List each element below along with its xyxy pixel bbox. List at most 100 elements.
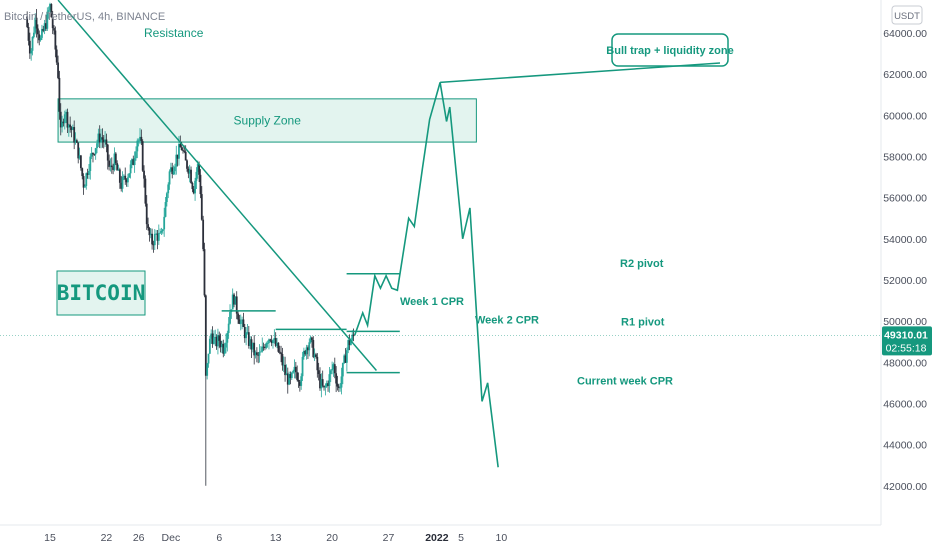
candle-body (222, 343, 225, 354)
candle-body (190, 169, 192, 183)
candle-body (89, 156, 92, 172)
candle-body (182, 150, 184, 151)
candle-body (178, 144, 180, 159)
candle-body (74, 140, 77, 143)
candle-body (104, 139, 106, 142)
y-tick-label: 62000.00 (883, 69, 927, 81)
candle-body (26, 16, 29, 27)
candle-body (122, 175, 125, 177)
candle-body (35, 17, 38, 29)
candle-body (289, 374, 292, 379)
supply-zone-label: Supply Zone (234, 113, 302, 127)
candle-body (348, 340, 351, 346)
candle-body (174, 166, 176, 172)
candle-body (218, 335, 221, 341)
candle-body (100, 137, 102, 142)
candle-body (341, 362, 344, 377)
supply-zone-box[interactable] (57, 98, 477, 143)
x-tick-label: 27 (383, 532, 395, 544)
candle-body (296, 372, 299, 381)
candle-body (319, 374, 321, 389)
candle-body (343, 355, 346, 363)
candle-body (347, 340, 350, 351)
candle-body (261, 346, 264, 352)
candle-body (152, 244, 155, 246)
candle-body (66, 111, 69, 128)
candle-body (198, 163, 201, 175)
candle-body (307, 347, 309, 351)
y-tick-label: 64000.00 (883, 28, 927, 40)
forecast-path[interactable] (353, 82, 499, 468)
candle-body (112, 167, 115, 170)
candle-body (212, 337, 215, 344)
bitcoin-label-box[interactable]: BITCOIN (56, 270, 146, 316)
candle-body (184, 151, 187, 161)
currency-badge[interactable]: USDT (891, 5, 923, 25)
candle-body (203, 249, 206, 296)
x-tick-label: 22 (101, 532, 113, 544)
candle-body (194, 180, 196, 194)
candle-body (214, 337, 217, 338)
candle-body (79, 155, 82, 169)
candle-body (241, 319, 243, 322)
candle-body (270, 340, 273, 344)
candle-body (116, 163, 119, 171)
candle-body (340, 376, 343, 388)
candle-body (96, 143, 98, 149)
candle-body (352, 334, 355, 337)
candle-body (108, 160, 111, 167)
candle-body (85, 173, 88, 186)
y-tick-label: 54000.00 (883, 234, 927, 246)
candle-body (249, 339, 252, 346)
candle-body (250, 339, 253, 350)
candle-body (329, 370, 332, 375)
candle-body (84, 185, 86, 188)
bull-trap-pointer (440, 62, 721, 84)
supply-zone[interactable]: Supply Zone (57, 98, 477, 143)
bitcoin-box[interactable] (56, 270, 146, 316)
candle-body (62, 121, 65, 124)
candle-body (234, 296, 237, 305)
candle-body (327, 383, 329, 386)
candle-body (73, 127, 76, 143)
candle-body (337, 386, 340, 388)
symbol-info: Bitcoin / TetherUS, 4h, BINANCE (4, 11, 165, 23)
candle-body (231, 294, 234, 310)
candle-body (54, 30, 57, 50)
candle-body (143, 170, 145, 179)
candle-body (290, 372, 293, 379)
candle-body (53, 28, 55, 31)
candle-body (49, 4, 51, 11)
candle-body (90, 152, 93, 157)
candle-body (311, 337, 313, 341)
candle-body (254, 352, 257, 356)
price-tag-countdown: 02:55:18 (886, 342, 927, 354)
candle-body (211, 333, 214, 344)
candle-body (272, 339, 274, 344)
candle-body (210, 333, 213, 339)
candle-body (125, 179, 128, 183)
currency-badge-box[interactable] (891, 5, 923, 25)
candle-body (167, 184, 170, 194)
candle-body (325, 383, 328, 387)
candle-body (294, 366, 297, 373)
price-tag-value: 49310.01 (884, 329, 928, 341)
candle-body (165, 193, 168, 203)
y-tick-label: 48000.00 (883, 357, 927, 369)
y-tick-label: 56000.00 (883, 193, 927, 205)
candle-body (316, 356, 319, 371)
candle-body (61, 121, 63, 128)
bitcoin-label: BITCOIN (57, 281, 146, 305)
candle-body (102, 139, 105, 142)
bull-trap-callout[interactable]: Bull trap + liquidity zone (440, 33, 734, 84)
candle-body (268, 339, 270, 344)
candle-body (300, 376, 303, 386)
resistance-trendline[interactable] (57, 0, 377, 372)
candle-body (350, 340, 352, 346)
y-tick-label: 58000.00 (883, 151, 927, 163)
candle-body (34, 17, 37, 33)
candle-body (292, 370, 295, 373)
candle-body (132, 159, 135, 165)
x-tick-label: 15 (44, 532, 56, 544)
